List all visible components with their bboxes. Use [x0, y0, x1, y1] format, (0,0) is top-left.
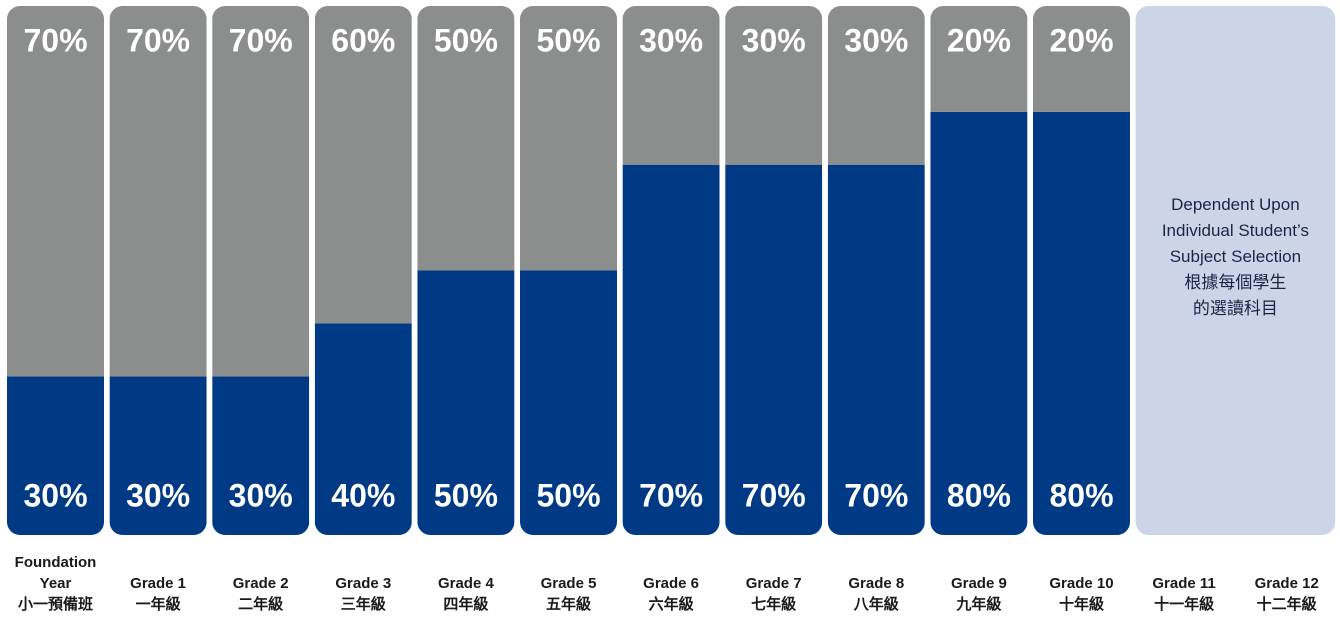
- bar-group: [109, 6, 207, 535]
- bar-group: [827, 6, 925, 535]
- bar-segment: [520, 6, 617, 271]
- x-tick-label: Grade 6 六年級: [643, 575, 700, 613]
- x-tick-label: Grade 5 五年級: [540, 575, 597, 613]
- x-tick-label: Grade 11 十一年級: [1152, 575, 1216, 613]
- x-tick-label: Grade 8 八年級: [848, 575, 905, 613]
- bar-group: [1033, 6, 1130, 535]
- bar-segment: [1033, 111, 1130, 535]
- bar-segment: [314, 6, 412, 324]
- value-label: 50%: [536, 22, 600, 58]
- bar-segment: [7, 376, 104, 535]
- bar-group: [417, 6, 515, 535]
- x-tick-label: Foundation Year 小一預備班: [14, 554, 97, 613]
- x-tick-label: Grade 3 三年級: [335, 575, 392, 613]
- value-label: 30%: [126, 477, 190, 513]
- bar-segment: [1033, 6, 1130, 112]
- bar-group: [725, 6, 823, 535]
- bar-segment: [520, 270, 617, 535]
- value-label: 80%: [1049, 477, 1113, 513]
- x-tick-label: Grade 7 七年級: [745, 575, 802, 613]
- value-label: 30%: [23, 477, 87, 513]
- value-label: 60%: [331, 22, 395, 58]
- bar-segment: [827, 164, 925, 535]
- bar-segment: [827, 6, 925, 165]
- bar-segment: [725, 6, 823, 165]
- bar-group: [314, 6, 412, 535]
- bar-group: [520, 6, 617, 535]
- note-panel: [1135, 6, 1336, 535]
- bar-segment: [725, 164, 823, 535]
- value-label: 70%: [844, 477, 908, 513]
- bar-group: [622, 6, 720, 535]
- bar-segment: [622, 164, 720, 535]
- value-label: 80%: [947, 477, 1011, 513]
- value-label: 20%: [947, 22, 1011, 58]
- value-label: 30%: [742, 22, 806, 58]
- value-label: 30%: [844, 22, 908, 58]
- value-label: 70%: [229, 22, 293, 58]
- value-label: 50%: [434, 22, 498, 58]
- value-label: 30%: [639, 22, 703, 58]
- bar-group: [930, 6, 1028, 535]
- bar-group: [7, 6, 104, 535]
- x-tick-label: Grade 12 十二年級: [1254, 575, 1319, 613]
- bar-segment: [622, 6, 720, 165]
- value-label: 30%: [229, 477, 293, 513]
- bar-segment: [417, 270, 515, 535]
- value-label: 70%: [742, 477, 806, 513]
- value-label: 70%: [23, 22, 87, 58]
- value-label: 50%: [434, 477, 498, 513]
- bar-segment: [212, 6, 310, 377]
- bar-segment: [930, 6, 1028, 112]
- bar-segment: [109, 376, 207, 535]
- x-tick-label: Grade 1 一年級: [130, 575, 187, 613]
- x-tick-label: Grade 10 十年級: [1049, 575, 1114, 613]
- value-label: 70%: [639, 477, 703, 513]
- bar-segment: [930, 111, 1028, 535]
- bar-segment: [212, 376, 310, 535]
- bar-segment: [314, 323, 412, 535]
- bar-segment: [417, 6, 515, 271]
- bar-segment: [109, 6, 207, 377]
- x-tick-label: Grade 9 九年級: [950, 575, 1007, 613]
- value-label: 20%: [1049, 22, 1113, 58]
- bar-group: [212, 6, 310, 535]
- value-label: 50%: [536, 477, 600, 513]
- value-label: 70%: [126, 22, 190, 58]
- annotation: Dependent Upon Individual Student’s Subj…: [1161, 195, 1309, 318]
- value-label: 40%: [331, 477, 395, 513]
- x-tick-label: Grade 4 四年級: [437, 575, 494, 613]
- bar-segment: [7, 6, 104, 377]
- x-tick-label: Grade 2 二年級: [232, 575, 289, 613]
